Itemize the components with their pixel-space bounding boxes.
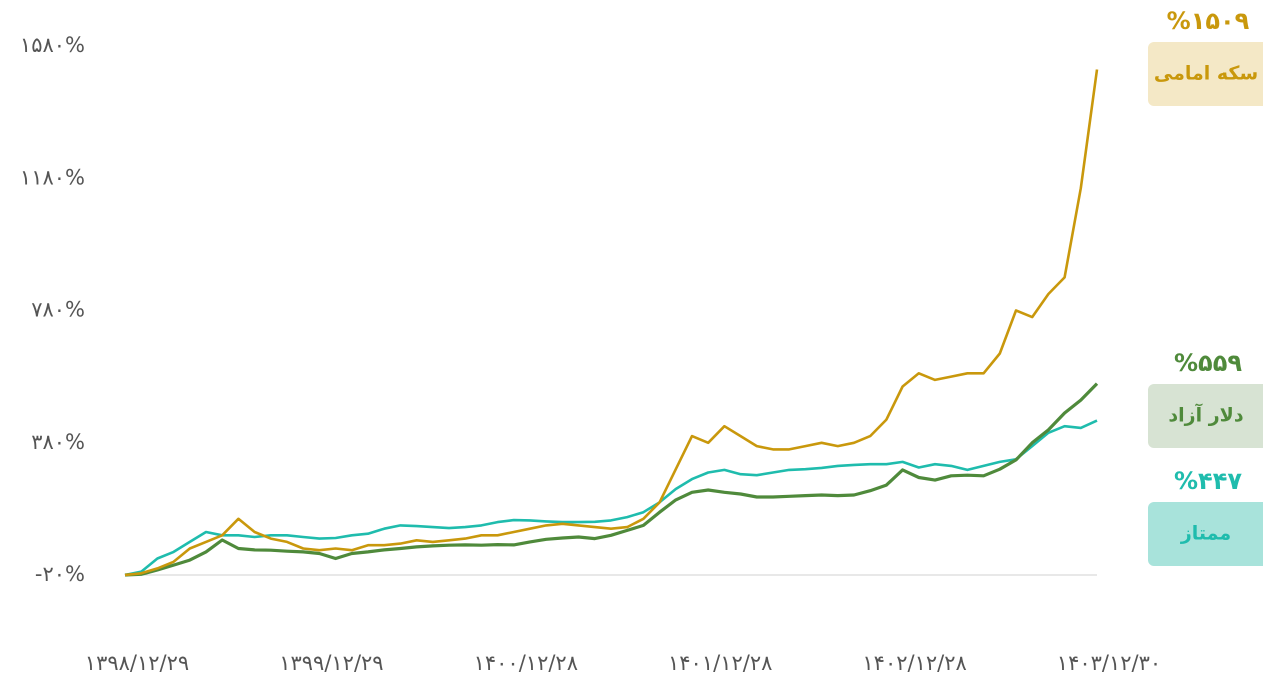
y-tick-label: -۲۰% <box>35 562 85 586</box>
end-value-label: %۵۵۹ <box>1174 349 1242 377</box>
x-tick-label: ۱۴۰۲/۱۲/۲۸ <box>862 651 966 675</box>
x-tick-label: ۱۳۹۸/۱۲/۲۹ <box>85 651 189 675</box>
y-tick-label: ۳۸۰% <box>31 430 85 454</box>
legend-label: دلار آزاد <box>1168 403 1243 427</box>
y-tick-label: ۱۱۸۰% <box>20 165 85 189</box>
legend-box <box>1148 502 1263 566</box>
x-tick-label: ۱۳۹۹/۱۲/۲۹ <box>279 651 383 675</box>
legend-label: سکه امامی <box>1154 63 1258 85</box>
end-value-label: %۱۵۰۹ <box>1167 7 1250 35</box>
y-tick-label: ۱۵۸۰% <box>20 33 85 57</box>
x-tick-label: ۱۴۰۰/۱۲/۲۸ <box>474 651 578 675</box>
x-tick-label: ۱۴۰۱/۱۲/۲۸ <box>668 651 772 675</box>
series-line <box>124 382 1099 577</box>
x-tick-label: ۱۴۰۳/۱۲/۳۰ <box>1057 651 1161 675</box>
series-line <box>124 69 1099 577</box>
legend-box <box>1148 42 1263 106</box>
end-value-label: %۴۴۷ <box>1174 467 1242 495</box>
legend-box <box>1148 384 1263 448</box>
y-tick-label: ۷۸۰% <box>31 298 85 322</box>
series-line <box>124 419 1098 577</box>
legend-label: ممتاز <box>1180 523 1231 545</box>
